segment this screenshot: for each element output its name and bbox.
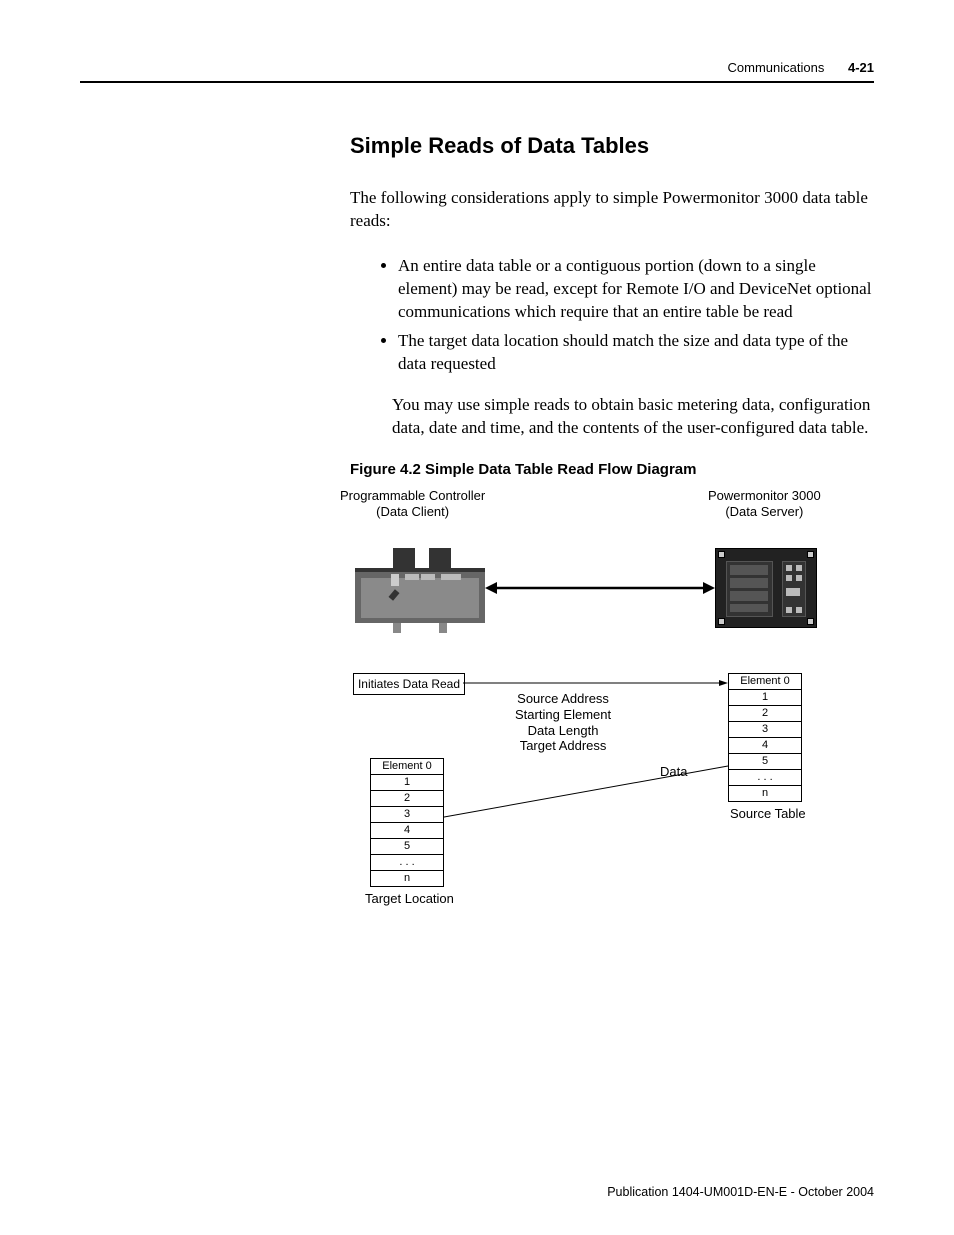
- page-footer: Publication 1404-UM001D-EN-E - October 2…: [607, 1185, 874, 1199]
- device-arrow: [485, 580, 715, 596]
- table-row: 4: [371, 823, 443, 839]
- table-row: 2: [729, 706, 801, 722]
- table-row: 4: [729, 738, 801, 754]
- table-row: . . .: [371, 855, 443, 871]
- header-section: Communications: [728, 60, 825, 75]
- page: Communications 4-21 Simple Reads of Data…: [0, 0, 954, 1235]
- target-table: Element 0 1 2 3 4 5 . . . n: [370, 758, 444, 887]
- request-arrow: [463, 680, 728, 686]
- target-caption: Target Location: [365, 891, 454, 907]
- flow-diagram: Programmable Controller (Data Client) Po…: [320, 488, 845, 928]
- table-row: 3: [371, 807, 443, 823]
- table-row: n: [729, 786, 801, 801]
- table-row: 5: [729, 754, 801, 770]
- source-caption: Source Table: [730, 806, 806, 822]
- intro-paragraph: The following considerations apply to si…: [350, 187, 874, 233]
- table-row: . . .: [729, 770, 801, 786]
- bullet-item: The target data location should match th…: [398, 330, 874, 376]
- bullet-list: An entire data table or a contiguous por…: [350, 255, 874, 376]
- page-header: Communications 4-21: [80, 60, 874, 75]
- table-row: 5: [371, 839, 443, 855]
- bullet-item: An entire data table or a contiguous por…: [398, 255, 874, 324]
- table-row: 3: [729, 722, 801, 738]
- section-title: Simple Reads of Data Tables: [350, 133, 874, 159]
- client-label: Programmable Controller (Data Client): [340, 488, 485, 519]
- note-paragraph: You may use simple reads to obtain basic…: [392, 394, 874, 440]
- server-label: Powermonitor 3000 (Data Server): [708, 488, 821, 519]
- request-params: Source Address Starting Element Data Len…: [515, 691, 611, 753]
- table-row: Element 0: [729, 674, 801, 690]
- initiate-box: Initiates Data Read: [353, 673, 465, 695]
- header-rule: [80, 81, 874, 83]
- data-label: Data: [660, 764, 687, 780]
- source-table: Element 0 1 2 3 4 5 . . . n: [728, 673, 802, 802]
- table-row: Element 0: [371, 759, 443, 775]
- figure-caption: Figure 4.2 Simple Data Table Read Flow D…: [350, 461, 874, 478]
- powermonitor-icon: [715, 548, 815, 626]
- table-row: 1: [729, 690, 801, 706]
- table-row: n: [371, 871, 443, 886]
- table-row: 1: [371, 775, 443, 791]
- table-row: 2: [371, 791, 443, 807]
- header-page: 4-21: [848, 60, 874, 75]
- plc-icon: [355, 548, 485, 638]
- content-column: Simple Reads of Data Tables The followin…: [350, 133, 874, 928]
